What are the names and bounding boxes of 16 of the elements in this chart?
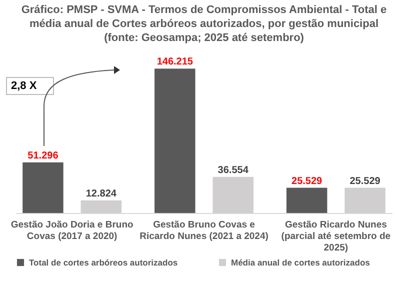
data-label: 51.296: [28, 150, 59, 162]
annotation: 2,8 X: [6, 77, 54, 95]
chart-title: Gráfico: PMSP - SVMA - Termos de Compromissos Ambiental - Total e média anual de Cortes arbóreos autorizados, por gestão municipal (fonte: Geosampa; 2025 até setembro): [21, 4, 387, 44]
legend-label: Total de cortes arbóreos autorizados: [29, 258, 178, 268]
data-label: 12.824: [86, 188, 117, 200]
bar: [154, 68, 196, 213]
data-label: 25.529: [292, 176, 323, 187]
x-tick-label: Gestão João Doria e Bruno Covas (2017 a 2020): [10, 220, 134, 242]
data-label: 146.215: [156, 56, 194, 68]
x-tick-label: Gestão Bruno Covas e Ricardo Nunes (2021 a 2024): [140, 220, 268, 242]
data-label: 36.554: [218, 164, 249, 176]
legend-label: Média anual de cortes autorizados: [231, 258, 370, 268]
x-tick-label: Gestão Ricardo Nunes (parcial até setembro de 2025): [281, 220, 391, 254]
bar: [22, 162, 64, 213]
data-label: 25.529: [350, 176, 381, 187]
bar: [286, 188, 328, 213]
